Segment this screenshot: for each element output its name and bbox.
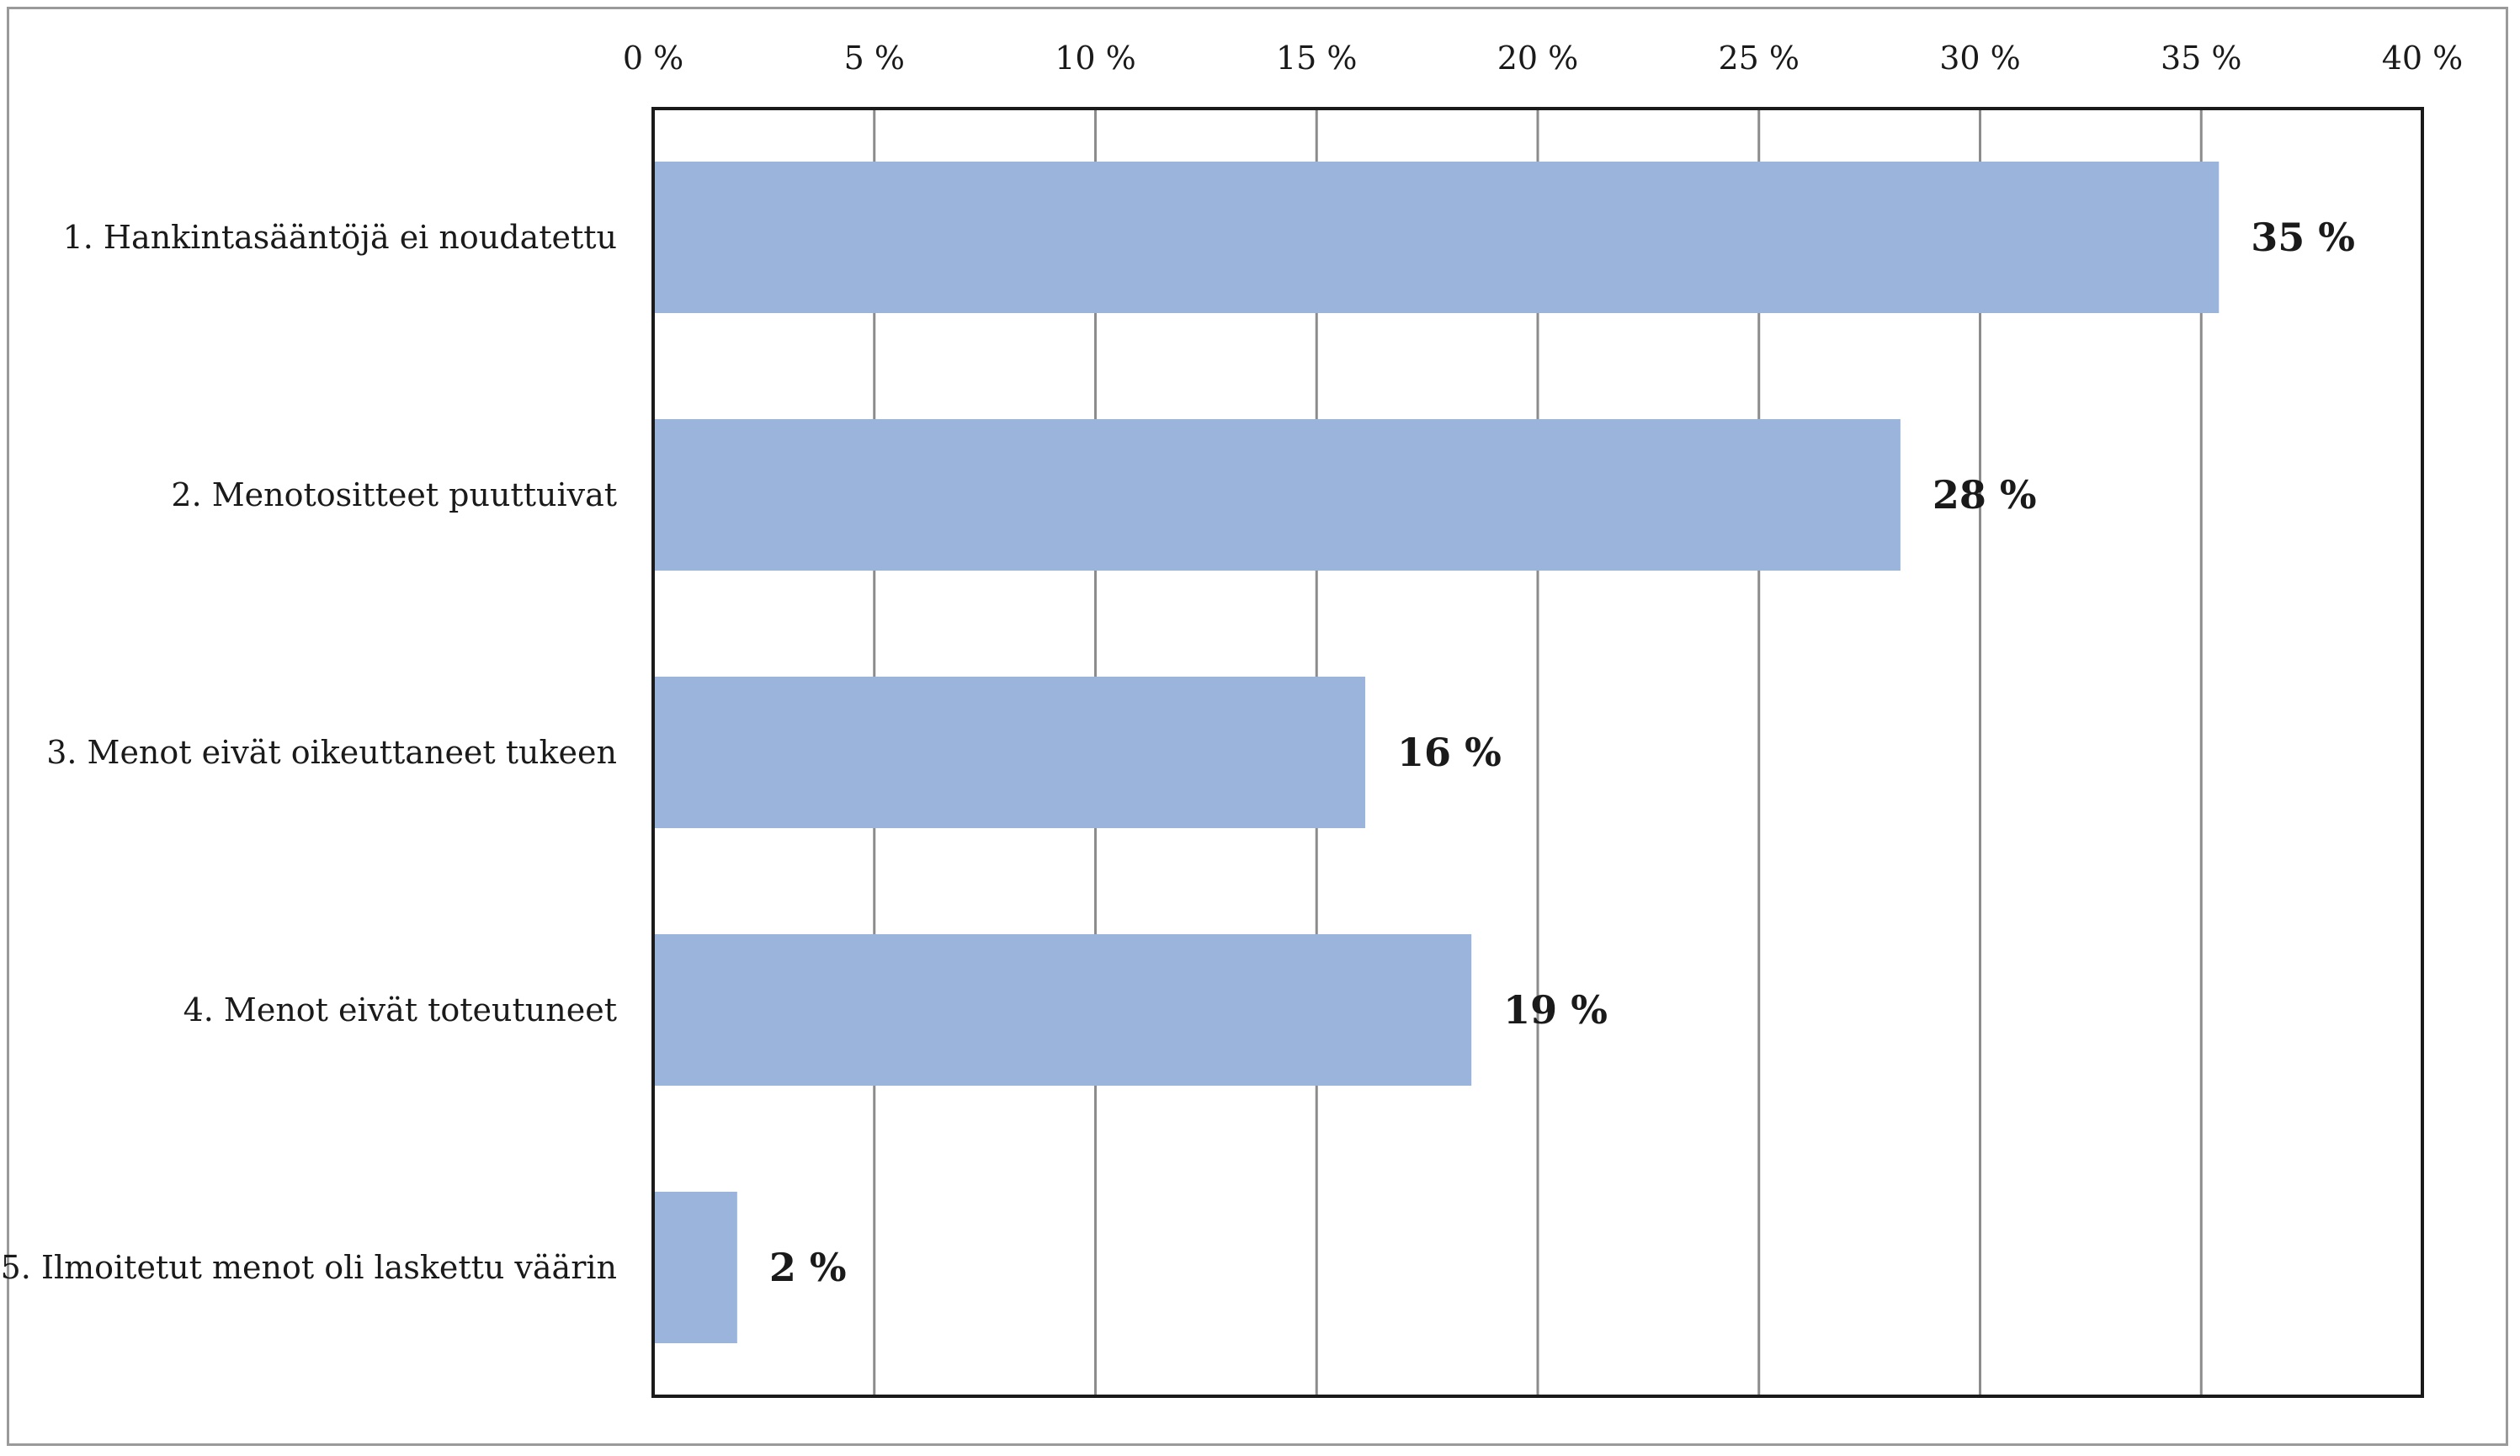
data-labels: 35 % 28 % 16 % 19 % 2 % (769, 215, 2355, 1290)
bar (653, 934, 1472, 1086)
category-label: 3. Menot eivät oikeuttaneet tukeen (46, 734, 617, 771)
x-tick-label: 35 % (2161, 40, 2242, 77)
x-tick-label: 5 % (844, 40, 905, 77)
data-label: 2 % (769, 1245, 847, 1290)
data-label: 19 % (1503, 987, 1608, 1033)
category-label: 5. Ilmoitetut menot oli laskettu väärin (1, 1249, 617, 1286)
category-labels: 1. Hankintasääntöjä ei noudatettu 2. Meno… (1, 219, 617, 1286)
data-label: 35 % (2251, 215, 2355, 260)
x-tick-labels: 0 % 5 % 10 % 15 % 20 % 25 % 30 % 35 % 40 % (623, 40, 2463, 77)
x-tick-label: 0 % (623, 40, 683, 77)
x-tick-label: 25 % (1718, 40, 1800, 77)
bar (653, 1192, 737, 1343)
gridlines (873, 109, 2203, 1396)
bar (653, 677, 1366, 828)
bar (653, 419, 1901, 571)
bar (653, 162, 2220, 313)
data-label: 16 % (1397, 730, 1502, 775)
x-tick-label: 30 % (1939, 40, 2021, 77)
category-label: 1. Hankintasääntöjä ei noudatettu (63, 219, 617, 256)
category-label: 4. Menot eivät toteutuneet (183, 991, 617, 1028)
data-label: 28 % (1933, 472, 2037, 518)
x-tick-label: 15 % (1276, 40, 1358, 77)
x-tick-label: 10 % (1055, 40, 1136, 77)
bars (653, 162, 2220, 1343)
plot-area-border (651, 107, 2424, 1398)
category-label: 2. Menotositteet puuttuivat (171, 476, 617, 513)
x-tick-label: 40 % (2382, 40, 2464, 77)
x-tick-label: 20 % (1497, 40, 1579, 77)
